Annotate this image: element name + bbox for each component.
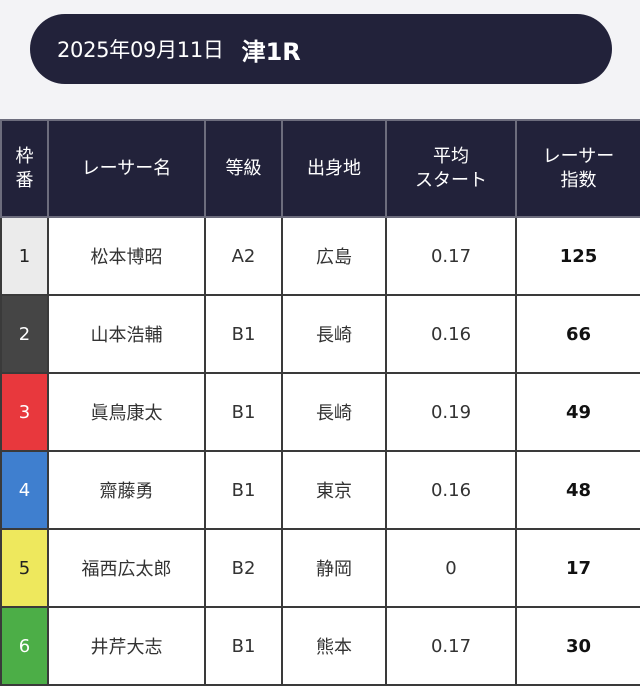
header-index: レーサー 指数 (515, 119, 640, 218)
racer-index: 49 (515, 372, 640, 452)
table-header-row: 枠 番 レーサー名 等級 出身地 平均 スタート レーサー 指数 (0, 119, 640, 218)
racer-name: 眞鳥康太 (47, 372, 206, 452)
racer-origin: 長崎 (281, 372, 387, 452)
racer-name: 齋藤勇 (47, 450, 206, 530)
racer-name: 松本博昭 (47, 216, 206, 296)
racer-grade: B1 (204, 372, 283, 452)
header-name: レーサー名 (47, 119, 206, 218)
racer-origin: 熊本 (281, 606, 387, 686)
racer-index: 66 (515, 294, 640, 374)
race-header: 2025年09月11日 津1R (30, 14, 612, 84)
racer-index: 48 (515, 450, 640, 530)
racer-index: 30 (515, 606, 640, 686)
table-row: 5 福西広太郎 B2 静岡 0 17 (0, 528, 640, 608)
racer-name: 井芹大志 (47, 606, 206, 686)
racer-origin: 長崎 (281, 294, 387, 374)
racer-origin: 広島 (281, 216, 387, 296)
average-start: 0.16 (385, 294, 517, 374)
header-start: 平均 スタート (385, 119, 517, 218)
racer-name: 福西広太郎 (47, 528, 206, 608)
table-row: 4 齋藤勇 B1 東京 0.16 48 (0, 450, 640, 530)
racer-table: 枠 番 レーサー名 等級 出身地 平均 スタート レーサー 指数 1 松本博昭 A2… (0, 119, 640, 686)
average-start: 0.17 (385, 606, 517, 686)
frame-number: 5 (0, 528, 49, 608)
frame-number: 2 (0, 294, 49, 374)
average-start: 0 (385, 528, 517, 608)
racer-index: 17 (515, 528, 640, 608)
average-start: 0.19 (385, 372, 517, 452)
racer-grade: B1 (204, 606, 283, 686)
table-row: 1 松本博昭 A2 広島 0.17 125 (0, 216, 640, 296)
frame-number: 3 (0, 372, 49, 452)
race-date: 2025年09月11日 (57, 38, 224, 62)
frame-number: 1 (0, 216, 49, 296)
racer-origin: 静岡 (281, 528, 387, 608)
average-start: 0.17 (385, 216, 517, 296)
racer-index: 125 (515, 216, 640, 296)
racer-name: 山本浩輔 (47, 294, 206, 374)
race-title: 津1R (241, 37, 301, 66)
table-row: 3 眞鳥康太 B1 長崎 0.19 49 (0, 372, 640, 452)
racer-grade: A2 (204, 216, 283, 296)
header-origin: 出身地 (281, 119, 387, 218)
frame-number: 4 (0, 450, 49, 530)
frame-number: 6 (0, 606, 49, 686)
racer-grade: B1 (204, 294, 283, 374)
average-start: 0.16 (385, 450, 517, 530)
racer-grade: B2 (204, 528, 283, 608)
racer-grade: B1 (204, 450, 283, 530)
header-frame: 枠 番 (0, 119, 49, 218)
header-grade: 等級 (204, 119, 283, 218)
racer-origin: 東京 (281, 450, 387, 530)
table-row: 2 山本浩輔 B1 長崎 0.16 66 (0, 294, 640, 374)
table-row: 6 井芹大志 B1 熊本 0.17 30 (0, 606, 640, 686)
